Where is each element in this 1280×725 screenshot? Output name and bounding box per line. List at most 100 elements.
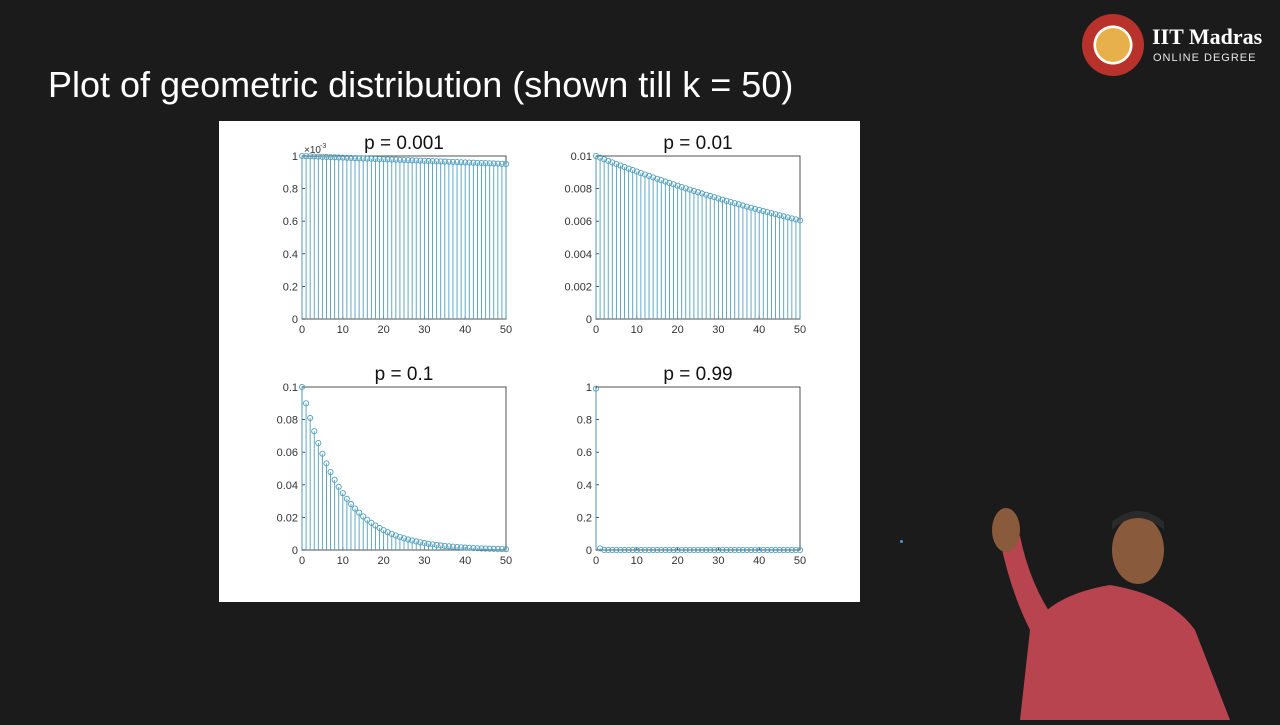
plot-2-marker bbox=[796, 217, 804, 224]
plot-1-marker bbox=[429, 158, 436, 165]
plot-1-marker bbox=[490, 160, 497, 167]
plot-2-marker bbox=[629, 167, 636, 174]
plot-1-exponent-label: ×10 bbox=[304, 145, 321, 156]
plot-3-xtick-label: 0 bbox=[299, 555, 305, 567]
plot-4-marker bbox=[719, 546, 726, 554]
plot-4-xtick-label: 40 bbox=[753, 555, 765, 567]
plot-1-ytick-label: 0.2 bbox=[283, 281, 298, 293]
plot-1-marker bbox=[319, 153, 326, 160]
plot-1-marker bbox=[494, 160, 501, 167]
plot-1-marker bbox=[307, 153, 314, 160]
plot-4-marker bbox=[756, 546, 763, 554]
plot-1-marker bbox=[380, 156, 387, 163]
plot-2-marker bbox=[699, 190, 706, 197]
plot-4-marker bbox=[609, 546, 616, 554]
plot-4-marker bbox=[625, 546, 632, 554]
plot-1-marker bbox=[327, 154, 334, 161]
plot-3-marker bbox=[453, 543, 461, 551]
plot-4-ytick-label: 0.2 bbox=[577, 512, 592, 524]
plot-3-marker bbox=[303, 400, 310, 407]
plot-3-title: p = 0.1 bbox=[375, 364, 434, 385]
plot-4-marker bbox=[674, 546, 681, 554]
plot-3-marker bbox=[429, 541, 436, 548]
plot-2-marker bbox=[694, 189, 702, 196]
plot-3-marker bbox=[311, 428, 318, 435]
plot-2-marker bbox=[727, 198, 734, 206]
plot-3-xtick-label: 40 bbox=[459, 555, 471, 567]
plot-2-ytick-label: 0.006 bbox=[564, 216, 592, 228]
plot-4-marker bbox=[670, 546, 677, 554]
presenter-silhouette bbox=[960, 500, 1260, 720]
plot-4-ytick-label: 0 bbox=[586, 545, 592, 557]
plot-1-marker bbox=[335, 154, 342, 161]
plot-2-marker bbox=[768, 210, 775, 217]
plot-1-xtick-label: 20 bbox=[377, 324, 389, 336]
plot-3-marker bbox=[470, 544, 477, 552]
plot-2-marker bbox=[597, 154, 604, 161]
plot-4-marker bbox=[792, 546, 799, 554]
plot-2-marker bbox=[780, 213, 787, 220]
plot-4-marker bbox=[760, 546, 767, 554]
plot-2-ytick-label: 0.01 bbox=[571, 151, 592, 163]
plot-3-marker bbox=[347, 500, 355, 508]
plot-2-marker bbox=[641, 171, 649, 178]
plot-2-ytick-label: 0.008 bbox=[564, 184, 592, 196]
plot-3-marker bbox=[319, 450, 326, 457]
plot-3-marker bbox=[433, 541, 440, 549]
plot-2-xtick-label: 50 bbox=[794, 324, 806, 336]
plot-2-marker bbox=[658, 177, 665, 184]
plot-4-marker bbox=[776, 546, 783, 554]
plot-2-marker bbox=[690, 187, 697, 194]
plot-3-ytick-label: 0.08 bbox=[277, 415, 298, 427]
plot-2-marker bbox=[682, 185, 689, 192]
plot-4-marker bbox=[723, 546, 730, 554]
plot-2-marker bbox=[764, 209, 771, 216]
plot-2-title: p = 0.01 bbox=[663, 133, 732, 154]
plot-1-marker bbox=[421, 157, 428, 164]
plot-2-marker bbox=[703, 191, 710, 198]
plot-2-xtick-label: 0 bbox=[593, 324, 599, 336]
plot-4-marker bbox=[780, 546, 787, 554]
plot-1-marker bbox=[405, 157, 412, 164]
plot-3-marker bbox=[388, 530, 395, 537]
plot-1-xtick-label: 10 bbox=[337, 324, 349, 336]
plot-1-marker bbox=[388, 156, 395, 163]
plot-1-marker bbox=[343, 154, 350, 161]
plot-3-xtick-label: 20 bbox=[377, 555, 389, 567]
plot-1-marker bbox=[376, 156, 383, 163]
plot-1-marker bbox=[315, 153, 322, 160]
plot-1-marker bbox=[372, 155, 379, 162]
plot-1-marker bbox=[409, 157, 416, 164]
plot-4-marker bbox=[686, 546, 693, 554]
plot-2-marker bbox=[760, 207, 767, 215]
plot-4-marker bbox=[617, 546, 624, 554]
plot-2-marker bbox=[601, 156, 608, 163]
plot-1-marker bbox=[462, 159, 469, 166]
plot-3-marker bbox=[392, 532, 399, 539]
plot-3-marker bbox=[335, 483, 342, 490]
plot-4-marker bbox=[597, 545, 604, 552]
plot-1-marker bbox=[417, 157, 424, 164]
plot-2-ytick-label: 0.004 bbox=[564, 249, 592, 261]
plot-1-exponent-power: -3 bbox=[320, 143, 326, 150]
plot-2-xtick-label: 20 bbox=[671, 324, 683, 336]
plot-4-marker bbox=[735, 546, 742, 554]
plot-4-marker bbox=[752, 546, 759, 554]
plot-3-marker bbox=[405, 536, 412, 543]
plot-1-marker bbox=[474, 159, 481, 166]
plot-2-marker bbox=[625, 165, 632, 172]
plot-4-marker bbox=[592, 385, 600, 392]
plot-4-marker bbox=[601, 546, 608, 554]
plot-1-ytick-label: 0.8 bbox=[283, 184, 298, 196]
plot-2-marker bbox=[784, 214, 791, 221]
plot-1-marker bbox=[453, 159, 461, 166]
plot-1-marker bbox=[433, 158, 440, 165]
plot-3-marker bbox=[339, 490, 346, 497]
plot-3-marker bbox=[417, 539, 424, 546]
plot-3-marker bbox=[356, 509, 363, 516]
plot-3-marker bbox=[396, 533, 403, 541]
plot-4-ytick-label: 0.4 bbox=[577, 480, 592, 492]
plot-2-marker bbox=[686, 186, 693, 193]
logo-name: IIT Madras bbox=[1152, 24, 1263, 49]
plot-2-marker bbox=[645, 172, 653, 180]
